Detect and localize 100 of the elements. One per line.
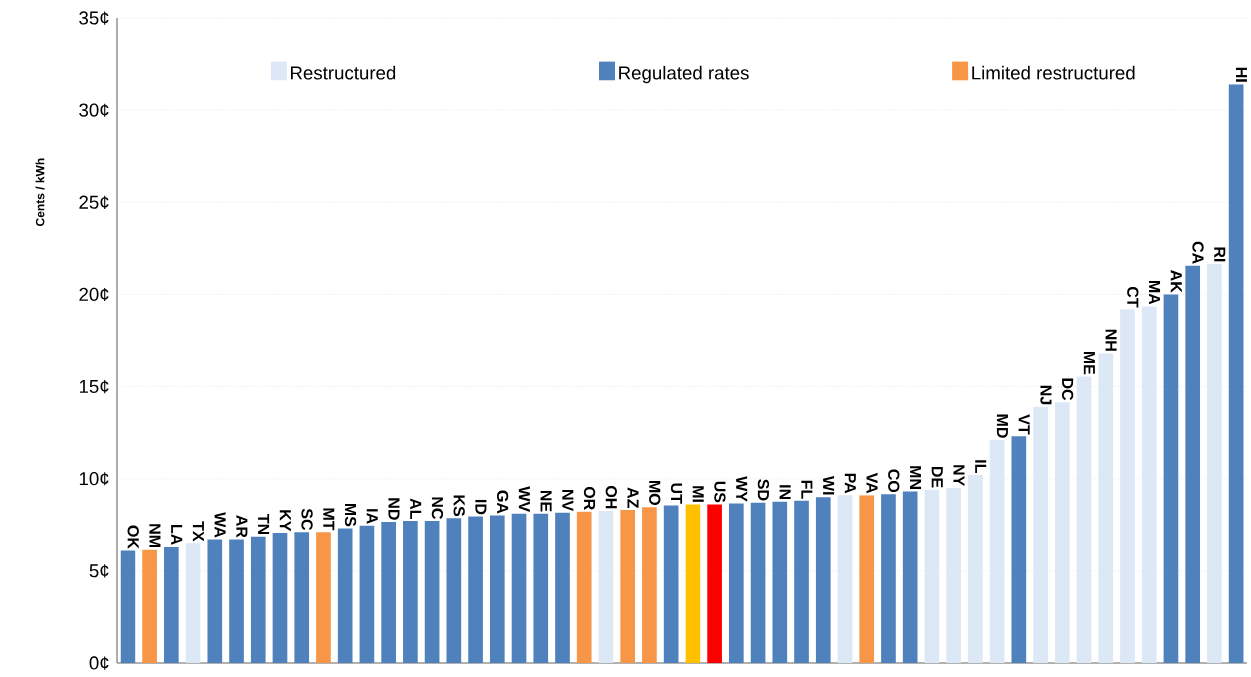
x-tick-label: SC xyxy=(301,508,313,531)
x-tick-label: ID xyxy=(475,499,487,515)
bar xyxy=(511,513,527,663)
x-tick-label: WI xyxy=(823,476,835,495)
x-tick-label: AR xyxy=(236,515,248,538)
bar xyxy=(707,504,722,663)
x-tick-label: NH xyxy=(1105,329,1117,351)
bar xyxy=(989,440,1005,663)
bar xyxy=(403,521,418,663)
x-tick-label: WV xyxy=(518,486,530,512)
y-axis-title: Cents / kWh xyxy=(35,158,45,226)
bar xyxy=(533,513,549,663)
bar xyxy=(576,511,592,663)
x-tick-label: FL xyxy=(801,480,813,499)
x-tick-label: WA xyxy=(214,512,226,538)
x-tick-label: UT xyxy=(670,483,683,504)
x-tick-label: VT xyxy=(1018,414,1030,435)
x-tick-label: GA xyxy=(496,490,509,514)
x-tick-label: LA xyxy=(171,525,183,545)
x-tick-label: PA xyxy=(844,473,856,494)
bar xyxy=(663,505,679,663)
x-tick-label: OR xyxy=(583,486,596,510)
x-tick-label: AL xyxy=(410,498,422,519)
bar xyxy=(164,546,179,663)
legend-label: Restructured xyxy=(291,65,396,80)
x-tick-label: IA xyxy=(366,509,378,524)
bar xyxy=(1120,309,1135,663)
x-tick-label: AZ xyxy=(627,487,639,508)
bar xyxy=(359,525,375,663)
y-tick-label: 20¢ xyxy=(79,287,109,302)
x-tick-label: OH xyxy=(605,486,617,509)
bar xyxy=(794,500,809,663)
bar xyxy=(446,518,462,663)
bar xyxy=(772,501,788,663)
x-tick-label: NJ xyxy=(1040,385,1052,405)
x-tick-label: CA xyxy=(1192,241,1204,264)
x-tick-label: ND xyxy=(388,498,400,520)
y-tick-label: 25¢ xyxy=(79,195,109,209)
y-tick-label: 35¢ xyxy=(79,11,109,25)
bar xyxy=(250,536,266,663)
x-tick-label: NY xyxy=(953,465,965,487)
x-tick-label: MO xyxy=(649,480,661,505)
bar xyxy=(294,532,310,663)
x-tick-label: MD xyxy=(996,414,1008,438)
x-tick-label: TN xyxy=(258,514,270,535)
y-tick-label: 10¢ xyxy=(79,472,109,486)
legend-label: Limited restructured xyxy=(972,65,1135,80)
y-tick-label: 0¢ xyxy=(89,656,109,670)
bar xyxy=(1163,294,1179,663)
bar xyxy=(1228,84,1244,663)
bar xyxy=(1011,436,1027,663)
bar xyxy=(685,504,701,663)
y-tick-label: 30¢ xyxy=(79,103,109,117)
bar xyxy=(1207,264,1222,663)
x-tick-label: NM xyxy=(149,524,161,547)
x-tick-label: MS xyxy=(344,503,357,527)
bar xyxy=(489,515,505,663)
bar xyxy=(185,543,201,663)
bar xyxy=(598,510,614,663)
bar xyxy=(946,487,961,663)
x-tick-label: CT xyxy=(1127,286,1139,308)
bar xyxy=(642,507,657,663)
x-tick-label: HI xyxy=(1235,67,1247,82)
x-tick-label: IN xyxy=(779,485,791,500)
bar xyxy=(924,489,940,663)
x-tick-label: DC xyxy=(1061,378,1074,401)
x-tick-label: TX xyxy=(192,521,204,542)
bar xyxy=(815,497,831,663)
x-tick-label: KS xyxy=(453,495,465,517)
y-tick-label: 5¢ xyxy=(89,564,109,578)
x-tick-label: RI xyxy=(1214,247,1226,262)
bar xyxy=(837,495,853,663)
x-tick-label: NC xyxy=(431,497,444,520)
x-tick-label: MN xyxy=(910,466,922,489)
bar xyxy=(620,510,636,663)
bar xyxy=(337,528,353,663)
bar xyxy=(729,503,744,663)
bar xyxy=(229,539,244,663)
bar xyxy=(859,495,875,663)
x-tick-label: VA xyxy=(866,472,878,494)
bar xyxy=(1141,306,1157,663)
y-tick-label: 15¢ xyxy=(79,380,109,394)
bar xyxy=(207,539,223,663)
bar xyxy=(142,549,157,663)
bar xyxy=(902,491,918,663)
x-tick-label: MT xyxy=(323,508,335,531)
bar xyxy=(750,502,766,663)
bar xyxy=(1098,353,1114,663)
x-tick-label: CO xyxy=(888,469,900,493)
x-tick-label: OK xyxy=(127,525,139,549)
x-tick-label: DE xyxy=(931,467,943,488)
bar xyxy=(468,516,483,663)
bar xyxy=(272,533,288,663)
bar xyxy=(1076,376,1092,663)
x-tick-label: SD xyxy=(757,479,770,501)
x-tick-label: IL xyxy=(975,460,987,473)
x-tick-label: NV xyxy=(562,490,574,512)
bar xyxy=(381,522,396,663)
x-tick-label: AK xyxy=(1170,270,1182,293)
x-tick-label: MA xyxy=(1149,280,1161,305)
